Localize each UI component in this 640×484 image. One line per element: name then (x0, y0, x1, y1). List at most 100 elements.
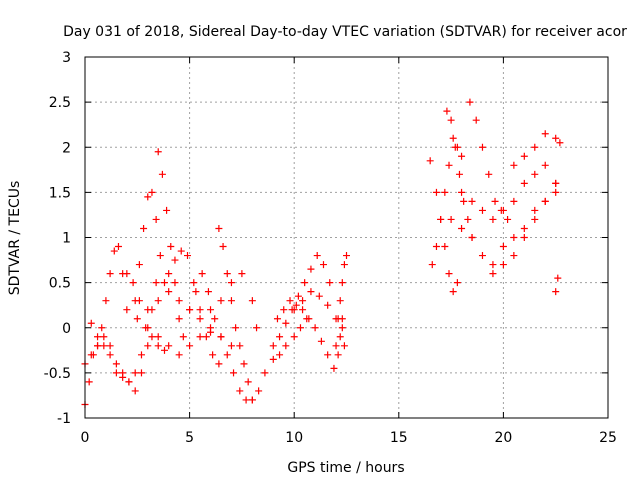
data-point (443, 107, 451, 115)
data-point (336, 333, 344, 341)
data-point (334, 351, 342, 359)
data-point (227, 342, 235, 350)
data-point (131, 369, 139, 377)
data-point (510, 197, 518, 205)
data-point (541, 161, 549, 169)
y-tick-label: 2 (62, 140, 71, 156)
data-point (458, 224, 466, 232)
data-point (313, 252, 321, 260)
data-point (100, 333, 108, 341)
data-point (232, 324, 240, 332)
y-tick-label: 1 (62, 231, 71, 247)
x-tick-label: 5 (185, 430, 194, 446)
data-point (324, 351, 332, 359)
data-point (156, 252, 164, 260)
series-group (87, 319, 145, 386)
y-tick-label: 0.5 (49, 276, 71, 292)
series-group (154, 148, 187, 341)
data-point (184, 252, 192, 260)
data-point (269, 355, 277, 363)
data-point (453, 279, 461, 287)
data-point (165, 288, 173, 296)
data-point (165, 270, 173, 278)
axis-ticks: 0 5 10 15 20 25 -1 -0.5 0 0.5 1 1.5 2 2.5 3 (44, 50, 617, 446)
data-point (94, 342, 102, 350)
data-point (282, 342, 290, 350)
data-point (273, 315, 281, 323)
data-point (148, 188, 156, 196)
data-point (154, 342, 162, 350)
data-point (315, 292, 323, 300)
data-point (552, 134, 560, 142)
data-point (217, 297, 225, 305)
data-point (175, 297, 183, 305)
data-point (489, 215, 497, 223)
data-point (468, 197, 476, 205)
data-point (227, 279, 235, 287)
data-point (85, 378, 93, 386)
x-tick-label: 0 (81, 430, 90, 446)
data-point (144, 342, 152, 350)
data-point (175, 351, 183, 359)
data-point (531, 143, 539, 151)
data-point (261, 369, 269, 377)
data-point (98, 324, 106, 332)
data-point (207, 306, 215, 314)
data-point (215, 360, 223, 368)
data-point (131, 387, 139, 395)
series-group (186, 270, 250, 404)
series-group (332, 252, 350, 350)
data-point (163, 206, 171, 214)
data-point (167, 243, 175, 251)
data-point (336, 297, 344, 305)
data-point (330, 364, 338, 372)
data-point (165, 342, 173, 350)
series-group (81, 243, 127, 408)
data-point (87, 351, 95, 359)
series-group (215, 224, 256, 404)
data-point (280, 306, 288, 314)
series-group (466, 98, 512, 223)
data-point (215, 224, 223, 232)
data-point (123, 306, 131, 314)
data-point (426, 157, 434, 165)
data-point (204, 288, 212, 296)
data-point (441, 243, 449, 251)
y-tick-label: -1 (57, 411, 71, 427)
data-point (129, 279, 137, 287)
data-point (242, 396, 250, 404)
data-point (253, 324, 261, 332)
data-point (230, 369, 238, 377)
data-point (338, 315, 346, 323)
data-point (485, 170, 493, 178)
data-point (276, 333, 284, 341)
data-point (520, 179, 528, 187)
data-point (112, 360, 120, 368)
series-group (443, 107, 476, 241)
y-tick-label: 2.5 (49, 95, 71, 111)
data-point (175, 315, 183, 323)
data-point (137, 369, 145, 377)
data-point (114, 243, 122, 251)
data-point (100, 342, 108, 350)
data-point (428, 261, 436, 269)
data-point (154, 148, 162, 156)
series-group (510, 130, 564, 169)
data-point (269, 342, 277, 350)
data-point (531, 215, 539, 223)
data-point (248, 396, 256, 404)
data-point (211, 315, 219, 323)
series-group (428, 134, 466, 269)
data-point (491, 197, 499, 205)
data-point (135, 261, 143, 269)
data-point (158, 170, 166, 178)
data-point (451, 143, 459, 151)
data-point (478, 206, 486, 214)
data-point (286, 297, 294, 305)
data-point (552, 288, 560, 296)
data-point (307, 288, 315, 296)
chart-title: Day 031 of 2018, Sidereal Day-to-day VTE… (63, 24, 627, 40)
data-point (186, 342, 194, 350)
y-tick-label: -0.5 (44, 366, 71, 382)
data-point (343, 252, 350, 260)
